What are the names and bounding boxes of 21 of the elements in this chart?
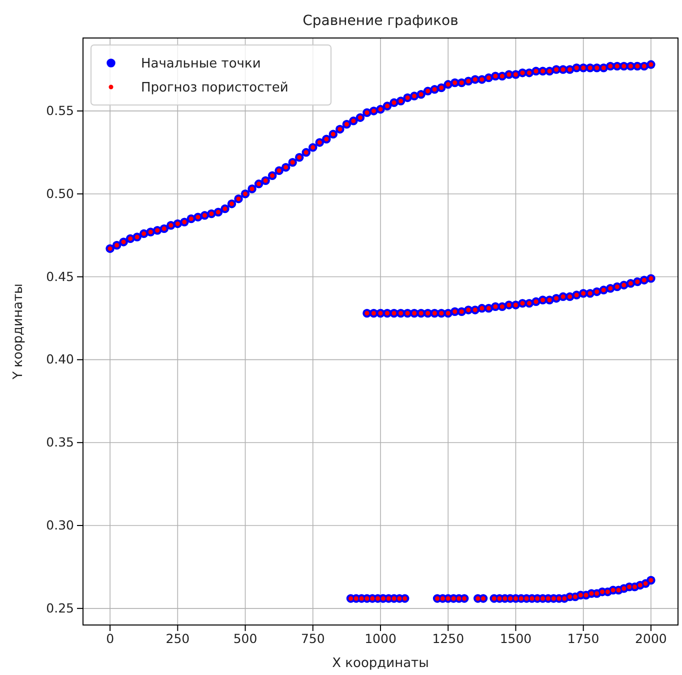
y-tick-label: 0.45 bbox=[46, 268, 74, 284]
y-tick-label: 0.55 bbox=[46, 102, 74, 118]
x-tick-label: 1000 bbox=[364, 630, 396, 646]
legend-label: Прогноз пористостей bbox=[141, 80, 288, 96]
x-tick-label: 2000 bbox=[635, 630, 667, 646]
x-tick-label: 0 bbox=[106, 630, 114, 646]
y-tick-label: 0.25 bbox=[46, 600, 74, 616]
x-tick-label: 750 bbox=[300, 630, 325, 646]
x-axis-title: X координаты bbox=[332, 656, 429, 671]
x-tick-label: 1750 bbox=[567, 630, 600, 646]
x-tick-label: 1500 bbox=[500, 630, 532, 646]
y-axis-title: Y координаты bbox=[11, 284, 26, 380]
chart-title: Сравнение графиков bbox=[302, 13, 458, 29]
y-tick-label: 0.30 bbox=[46, 518, 74, 533]
y-tick-label: 0.50 bbox=[46, 186, 74, 201]
x-tick-label: 500 bbox=[233, 630, 258, 646]
y-tick-label: 0.35 bbox=[46, 434, 74, 450]
legend-label: Начальные точки bbox=[141, 56, 261, 72]
x-tick-label: 250 bbox=[166, 630, 190, 646]
x-tick-label: 1250 bbox=[432, 630, 464, 646]
y-tick-label: 0.40 bbox=[46, 352, 74, 367]
